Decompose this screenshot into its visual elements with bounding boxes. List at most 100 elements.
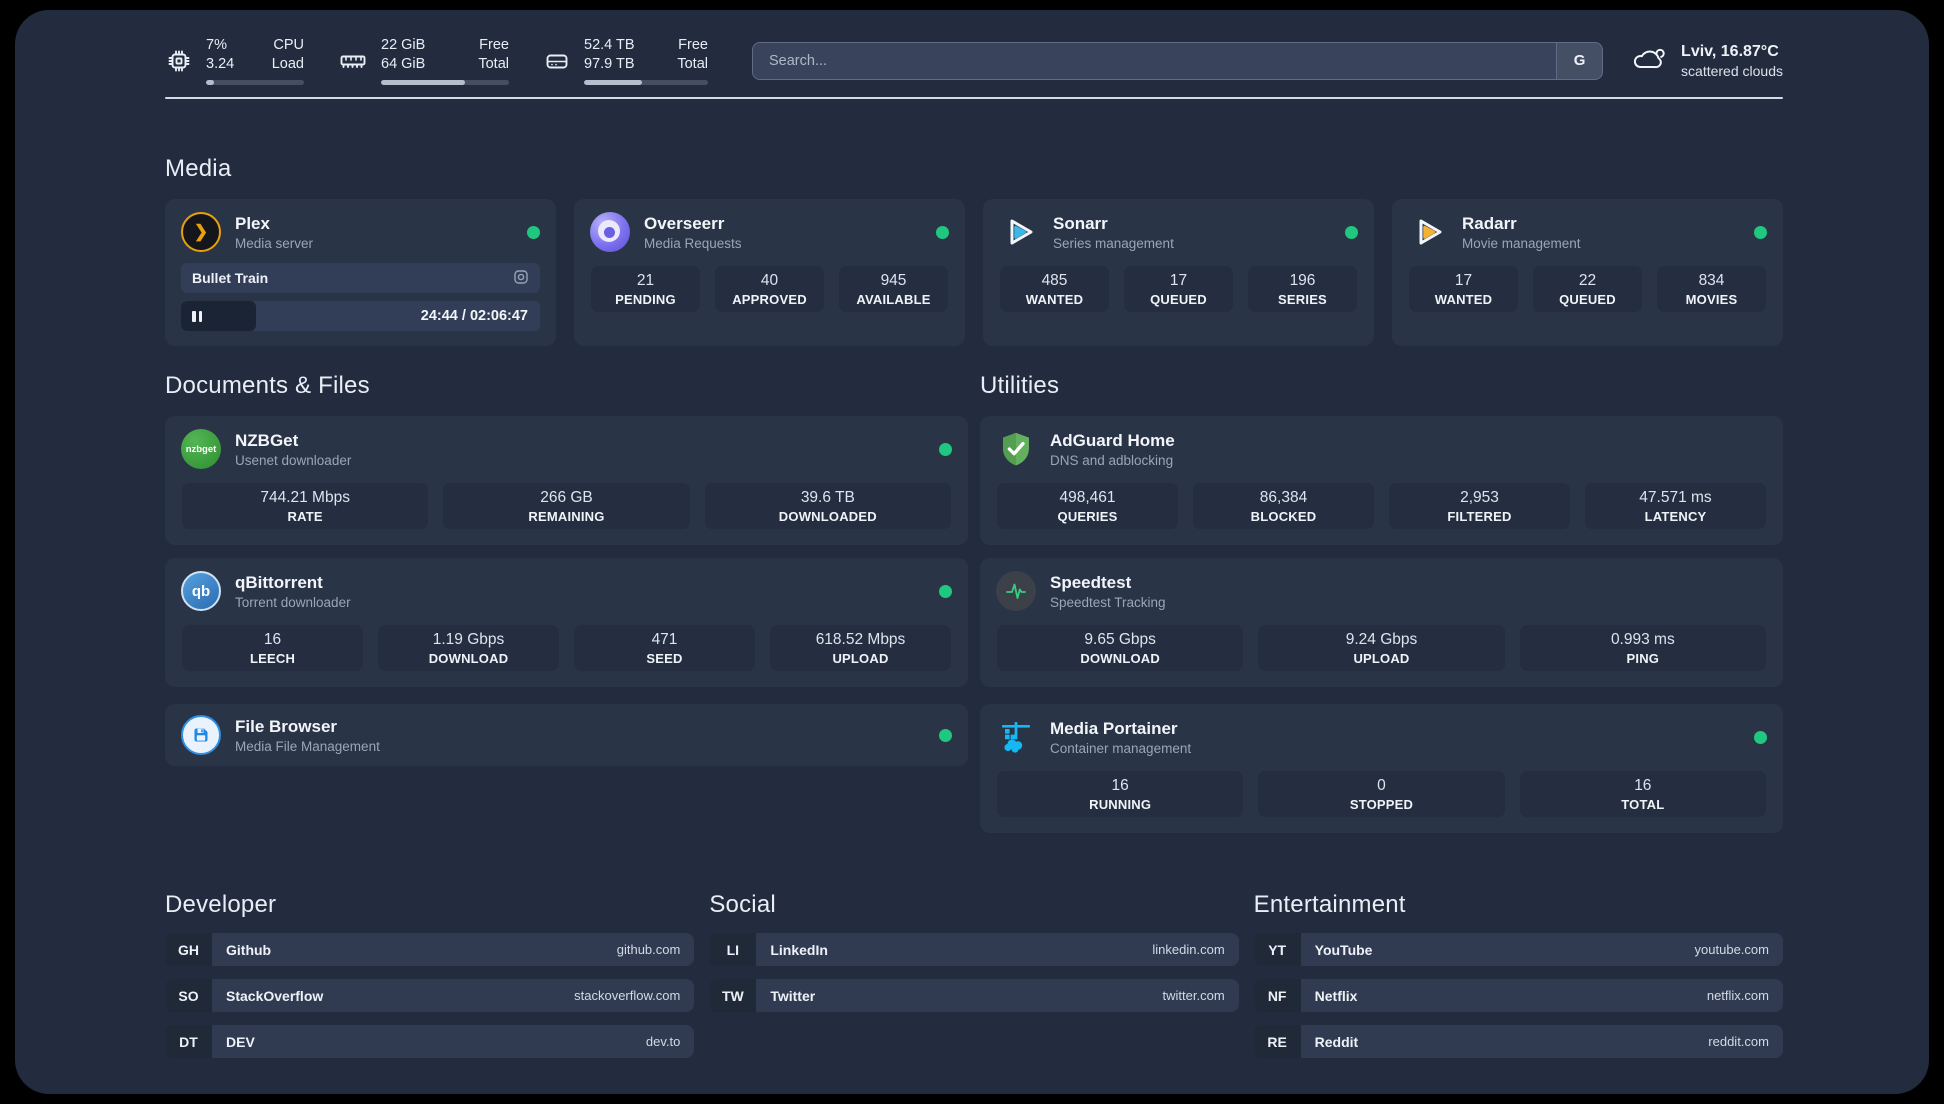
- link-twitter[interactable]: TW Twitter twitter.com: [709, 979, 1239, 1013]
- app-card-filebrowser[interactable]: File Browser Media File Management: [165, 704, 968, 767]
- developer-section-title: Developer: [165, 891, 277, 919]
- stat-wanted: 485 WANTED: [999, 265, 1110, 314]
- stat-download: 9.65 Gbps DOWNLOAD: [996, 624, 1245, 673]
- stat-download: 1.19 Gbps DOWNLOAD: [377, 624, 560, 673]
- app-card-sonarr[interactable]: Sonarr Series management 485 WANTED 17 Q…: [983, 199, 1374, 347]
- app-name: AdGuard Home: [1050, 430, 1175, 450]
- cpu-load-label: Load: [271, 56, 304, 73]
- app-subtitle: Movie management: [1462, 235, 1581, 251]
- stat-total: 16 TOTAL: [1518, 770, 1767, 819]
- stat-available: 945 AVAILABLE: [838, 265, 949, 314]
- disk-free-value: 52.4 TB: [584, 37, 635, 53]
- link-url: youtube.com: [1694, 942, 1769, 958]
- nzbget-icon: nzbget: [181, 429, 221, 470]
- linkedin-badge: LI: [709, 933, 757, 967]
- app-subtitle: DNS and adblocking: [1050, 452, 1174, 468]
- app-subtitle: Container management: [1050, 740, 1192, 756]
- now-playing-row[interactable]: Bullet Train: [181, 263, 540, 294]
- app-subtitle: Speedtest Tracking: [1050, 594, 1166, 610]
- link-name: StackOverflow: [226, 987, 324, 1004]
- disk-progress-fill: [584, 80, 643, 86]
- app-card-overseerr[interactable]: Overseerr Media Requests 21 PENDING 40 A…: [574, 199, 965, 347]
- app-subtitle: Series management: [1053, 235, 1174, 251]
- cpu-usage-value: 7%: [206, 37, 227, 53]
- app-name: Plex: [235, 213, 270, 233]
- app-subtitle: Media Requests: [644, 235, 742, 251]
- section-entertainment: Entertainment YT YouTube youtube.com NF …: [1253, 891, 1783, 1059]
- weather-condition: scattered clouds: [1681, 62, 1783, 79]
- stat-rate: 744.21 Mbps RATE: [181, 482, 430, 531]
- app-card-plex[interactable]: ❯ Plex Media server Bullet Train: [165, 199, 556, 347]
- section-utilities: Utilities AdGuard Home: [980, 372, 1783, 834]
- link-reddit[interactable]: RE Reddit reddit.com: [1253, 1025, 1783, 1059]
- memory-icon: [338, 47, 368, 75]
- memory-total-value: 64 GiB: [381, 56, 426, 73]
- app-subtitle: Media server: [235, 235, 314, 251]
- cpu-progress-fill: [206, 80, 214, 86]
- status-dot: [1754, 730, 1767, 744]
- link-linkedin[interactable]: LI LinkedIn linkedin.com: [709, 933, 1239, 967]
- link-url: stackoverflow.com: [574, 988, 681, 1004]
- disk-total-value: 97.9 TB: [584, 56, 635, 73]
- section-social: Social LI LinkedIn linkedin.com TW Twitt…: [709, 891, 1239, 1013]
- status-dot: [939, 728, 952, 742]
- link-name: Netflix: [1314, 987, 1358, 1004]
- search-input[interactable]: [753, 42, 1557, 79]
- stat-ping: 0.993 ms PING: [1518, 624, 1767, 673]
- speedtest-icon: [996, 571, 1036, 612]
- cpu-label: CPU: [273, 37, 304, 53]
- link-name: LinkedIn: [770, 941, 828, 958]
- link-stackoverflow[interactable]: SO StackOverflow stackoverflow.com: [165, 979, 695, 1013]
- app-card-nzbget[interactable]: nzbget NZBGet Usenet downloader 744.21 M…: [165, 416, 968, 546]
- link-netflix[interactable]: NF Netflix netflix.com: [1253, 979, 1783, 1013]
- link-url: github.com: [616, 942, 681, 958]
- playback-progress-bar[interactable]: 24:44 / 02:06:47: [181, 301, 540, 332]
- entertainment-section-title: Entertainment: [1253, 891, 1406, 919]
- app-card-radarr[interactable]: Radarr Movie management 17 WANTED 22 QUE…: [1392, 199, 1783, 347]
- disk-progress-track: [584, 80, 708, 86]
- stat-queued: 22 QUEUED: [1532, 265, 1643, 314]
- stat-filtered: 2,953 FILTERED: [1388, 482, 1571, 531]
- memory-stat-widget: 22 GiB 64 GiB Free Total: [338, 36, 509, 86]
- app-subtitle: Usenet downloader: [235, 452, 352, 468]
- stat-running: 16 RUNNING: [996, 770, 1245, 819]
- link-dev[interactable]: DT DEV dev.to: [165, 1025, 695, 1059]
- status-dot: [939, 442, 952, 456]
- status-dot: [936, 225, 949, 239]
- link-github[interactable]: GH Github github.com: [165, 933, 695, 967]
- link-youtube[interactable]: YT YouTube youtube.com: [1253, 933, 1783, 967]
- app-name: File Browser: [235, 716, 338, 736]
- app-card-portainer[interactable]: Media Portainer Container management 16 …: [980, 704, 1783, 834]
- link-url: dev.to: [645, 1034, 681, 1050]
- utilities-section-title: Utilities: [980, 372, 1060, 400]
- media-section-title: Media: [165, 155, 232, 183]
- overseerr-icon: [590, 212, 630, 253]
- app-name: NZBGet: [235, 430, 299, 450]
- stat-upload: 9.24 Gbps UPLOAD: [1257, 624, 1506, 673]
- section-documents: Documents & Files nzbget NZBGet Usenet d…: [165, 372, 968, 833]
- memory-free-label: Free: [479, 37, 509, 53]
- playback-progress-fill: [181, 301, 257, 332]
- portainer-icon: [996, 717, 1036, 757]
- stat-seed: 471 SEED: [573, 624, 756, 673]
- app-name: Overseerr: [644, 213, 725, 233]
- documents-section-title: Documents & Files: [165, 372, 370, 400]
- app-card-adguard[interactable]: AdGuard Home DNS and adblocking 498,461 …: [980, 416, 1783, 546]
- cast-icon[interactable]: [513, 269, 529, 288]
- pause-icon[interactable]: [192, 310, 202, 322]
- stackoverflow-badge: SO: [165, 979, 212, 1013]
- section-media: Media ❯ Plex Media server Bullet Train: [165, 155, 1783, 347]
- app-card-qbittorrent[interactable]: qb qBittorrent Torrent downloader 16 LEE…: [165, 558, 968, 688]
- status-dot: [1754, 225, 1767, 239]
- app-card-speedtest[interactable]: Speedtest Speedtest Tracking 9.65 Gbps D…: [980, 558, 1783, 688]
- social-section-title: Social: [709, 891, 776, 919]
- search-engine-button[interactable]: G: [1556, 42, 1603, 79]
- link-name: DEV: [226, 1033, 255, 1050]
- memory-progress-fill: [381, 80, 466, 86]
- link-name: Twitter: [770, 987, 816, 1004]
- stat-pending: 21 PENDING: [590, 265, 701, 314]
- youtube-badge: YT: [1253, 933, 1301, 967]
- cpu-stat-widget: 7% 3.24 CPU Load: [165, 36, 304, 86]
- disk-icon: [543, 47, 571, 75]
- header-divider: [165, 97, 1783, 100]
